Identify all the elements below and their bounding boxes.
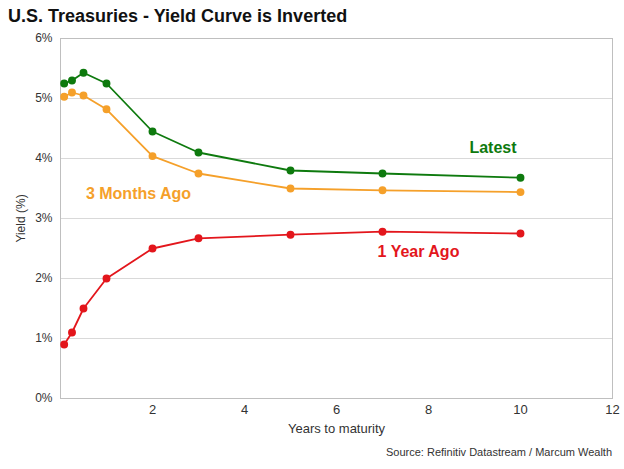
- svg-text:0%: 0%: [35, 391, 53, 405]
- svg-text:6%: 6%: [35, 31, 53, 45]
- svg-text:4: 4: [241, 402, 248, 417]
- svg-text:2: 2: [149, 402, 156, 417]
- svg-text:8: 8: [425, 402, 432, 417]
- svg-text:2%: 2%: [35, 271, 53, 285]
- svg-text:1 Year Ago: 1 Year Ago: [378, 243, 460, 260]
- svg-text:6: 6: [333, 402, 340, 417]
- svg-text:3%: 3%: [35, 211, 53, 225]
- svg-text:1%: 1%: [35, 331, 53, 345]
- svg-text:3 Months Ago: 3 Months Ago: [86, 185, 191, 202]
- svg-text:Latest: Latest: [469, 139, 517, 156]
- html-text:Source: Refinitiv Datastream /: Source: Refinitiv Datastream / Marcum We…: [386, 446, 612, 458]
- svg-text:10: 10: [513, 402, 527, 417]
- svg-text:Years to maturity: Years to maturity: [288, 421, 386, 436]
- svg-text:Yield (%): Yield (%): [14, 194, 28, 242]
- svg-text:5%: 5%: [35, 91, 53, 105]
- svg-text:12: 12: [605, 402, 619, 417]
- svg-text:4%: 4%: [35, 151, 53, 165]
- html-text:U.S. Treasuries - Yield Curve: U.S. Treasuries - Yield Curve is Inverte…: [8, 6, 348, 26]
